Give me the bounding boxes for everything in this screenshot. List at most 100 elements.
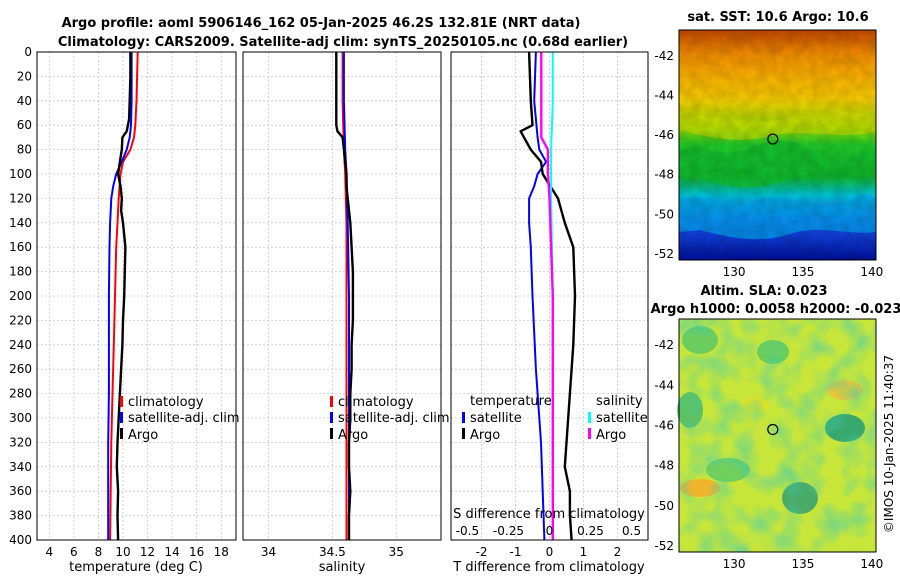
series-line-climatology [109,52,139,540]
legend-satellite-label: satellite-adj. clim [128,411,240,426]
legend-t-satellite-label: satellite [470,411,522,426]
legend-satellite-swatch [120,412,123,423]
legend-satellite-swatch [330,412,333,423]
legend-climatology-label: climatology [128,395,204,410]
x-tick-label: 18 [214,545,229,559]
latitude-tick-label: -42 [654,49,674,63]
depth-tick-label: 0 [24,45,32,59]
difference-series [519,52,577,540]
x-tick-label: 34 [261,545,276,559]
depth-tick-label: 340 [9,460,32,474]
salinity-series [335,52,355,540]
sla-argo-location-marker [767,423,779,436]
x-tick-label: 14 [164,545,179,559]
x-tick-label: 8 [95,545,103,559]
legend-argo-label: Argo [338,428,368,443]
latitude-tick-label: -50 [654,207,674,221]
latitude-tick-label: -48 [654,168,674,182]
legend-climatology-swatch [330,396,333,407]
sst-map-axes-box [678,29,877,261]
x-tick-label: -1 [510,545,522,559]
longitude-tick-label: 140 [860,557,883,571]
imos-credit: ©IMOS 10-Jan-2025 11:40:37 [882,355,896,533]
latitude-tick-label: -42 [654,338,674,352]
depth-tick-labels: 0 20 40 60 80 100 120 140 160 180 200 220 240 260 280 3… [9,45,32,547]
legend-s-satellite-label: satellite [596,411,648,426]
depth-tick-label: 300 [9,411,32,425]
sst-argo-location-marker [767,133,779,145]
sla-longitude-tick-labels: 130 135 140 [723,557,884,571]
x-tick-label: 4 [45,545,53,559]
x-tick-label: 35 [389,545,404,559]
difference-legend: temperature satellite Argo salinity sate… [462,394,648,443]
salinity-tick-labels: 34 34.5 35 [261,545,404,559]
depth-tick-label: 140 [9,216,32,230]
sla-map-panel: Altim. SLA: 0.023 Argo h1000: 0.0058 h20… [651,284,900,571]
temperature-xlabel: temperature (deg C) [69,560,203,575]
depth-tick-label: 400 [9,533,32,547]
legend-s-argo-label: Argo [596,428,626,443]
sst-longitude-tick-labels: 130 135 140 [723,265,884,279]
temperature-legend: climatology satellite-adj. clim Argo [120,395,240,443]
legend-t-argo-swatch [462,428,465,439]
legend-t-argo-label: Argo [470,428,500,443]
depth-tick-label: 360 [9,484,32,498]
legend-t-satellite-swatch [462,412,465,423]
sla-texture [679,319,876,552]
sst-texture [679,30,876,260]
longitude-tick-label: 130 [723,557,746,571]
salinity-panel: 34 34.5 35 salinity climatology satellite-… [242,51,450,575]
sst-map-panel: sat. SST: 10.6 Argo: 10.6 -42 -44 -46 -48 -5… [654,10,883,279]
legend-climatology-swatch [120,396,123,407]
salinity-legend: climatology satellite-adj. clim Argo [330,395,450,443]
figure-title-line2: Climatology: CARS2009. Satellite-adj cli… [58,35,628,50]
depth-tick-label: 120 [9,191,32,205]
salinity-difference-xlabel: S difference from climatology [453,507,645,522]
series-line-argo [335,52,355,540]
depth-tick-label: 220 [9,313,32,327]
latitude-tick-label: -46 [654,418,674,432]
x-tick-label: 6 [70,545,78,559]
x-tick-label: 1 [580,545,588,559]
sla-map-title-line1: Altim. SLA: 0.023 [701,284,828,299]
longitude-tick-label: 135 [792,265,815,279]
x-tick-label: 2 [614,545,622,559]
series-line-s-argo [540,52,554,540]
depth-tick-label: 100 [9,167,32,181]
difference-axes-box [450,51,649,541]
sla-map-title-line2: Argo h1000: 0.0058 h2000: -0.023 [651,302,900,317]
legend-climatology-label: climatology [338,395,414,410]
temperature-tick-labels: 4 6 8 10 12 14 16 18 [45,545,228,559]
legend-satellite-label: satellite-adj. clim [338,411,450,426]
salinity-difference-tick-labels: -0.5 -0.25 0 0.25 0.5 [456,524,641,538]
temperature-grid [37,52,236,540]
series-line-satellite-adj-clim [107,52,133,540]
longitude-tick-label: 140 [860,265,883,279]
x-tick-label: 0 [546,545,554,559]
series-line-t-satellite [528,52,548,540]
difference-xlabel: T difference from climatology [452,560,645,575]
salinity-axes-box [242,51,442,541]
latitude-tick-label: -50 [654,499,674,513]
depth-tick-label: 160 [9,240,32,254]
salinity-grid [243,52,441,540]
legend-argo-label: Argo [128,428,158,443]
series-line-t-argo [519,52,577,540]
secondary-x-tick-label: -0.25 [493,524,524,538]
legend-argo-swatch [330,428,333,439]
figure-title-line1: Argo profile: aoml 5906146_162 05-Jan-20… [62,16,581,31]
depth-tick-label: 280 [9,387,32,401]
legend-argo-swatch [120,428,123,439]
legend-s-satellite-swatch [588,412,591,423]
depth-tick-label: 80 [17,143,32,157]
x-tick-label: -2 [476,545,488,559]
sst-latitude-tick-labels: -42 -44 -46 -48 -50 -52 [654,49,674,261]
latitude-tick-label: -48 [654,459,674,473]
depth-tick-label: 380 [9,509,32,523]
x-tick-label: 34.5 [319,545,346,559]
series-line-climatology [341,52,348,540]
sla-map-image [677,319,876,552]
legend-temperature-title: temperature [470,394,552,409]
